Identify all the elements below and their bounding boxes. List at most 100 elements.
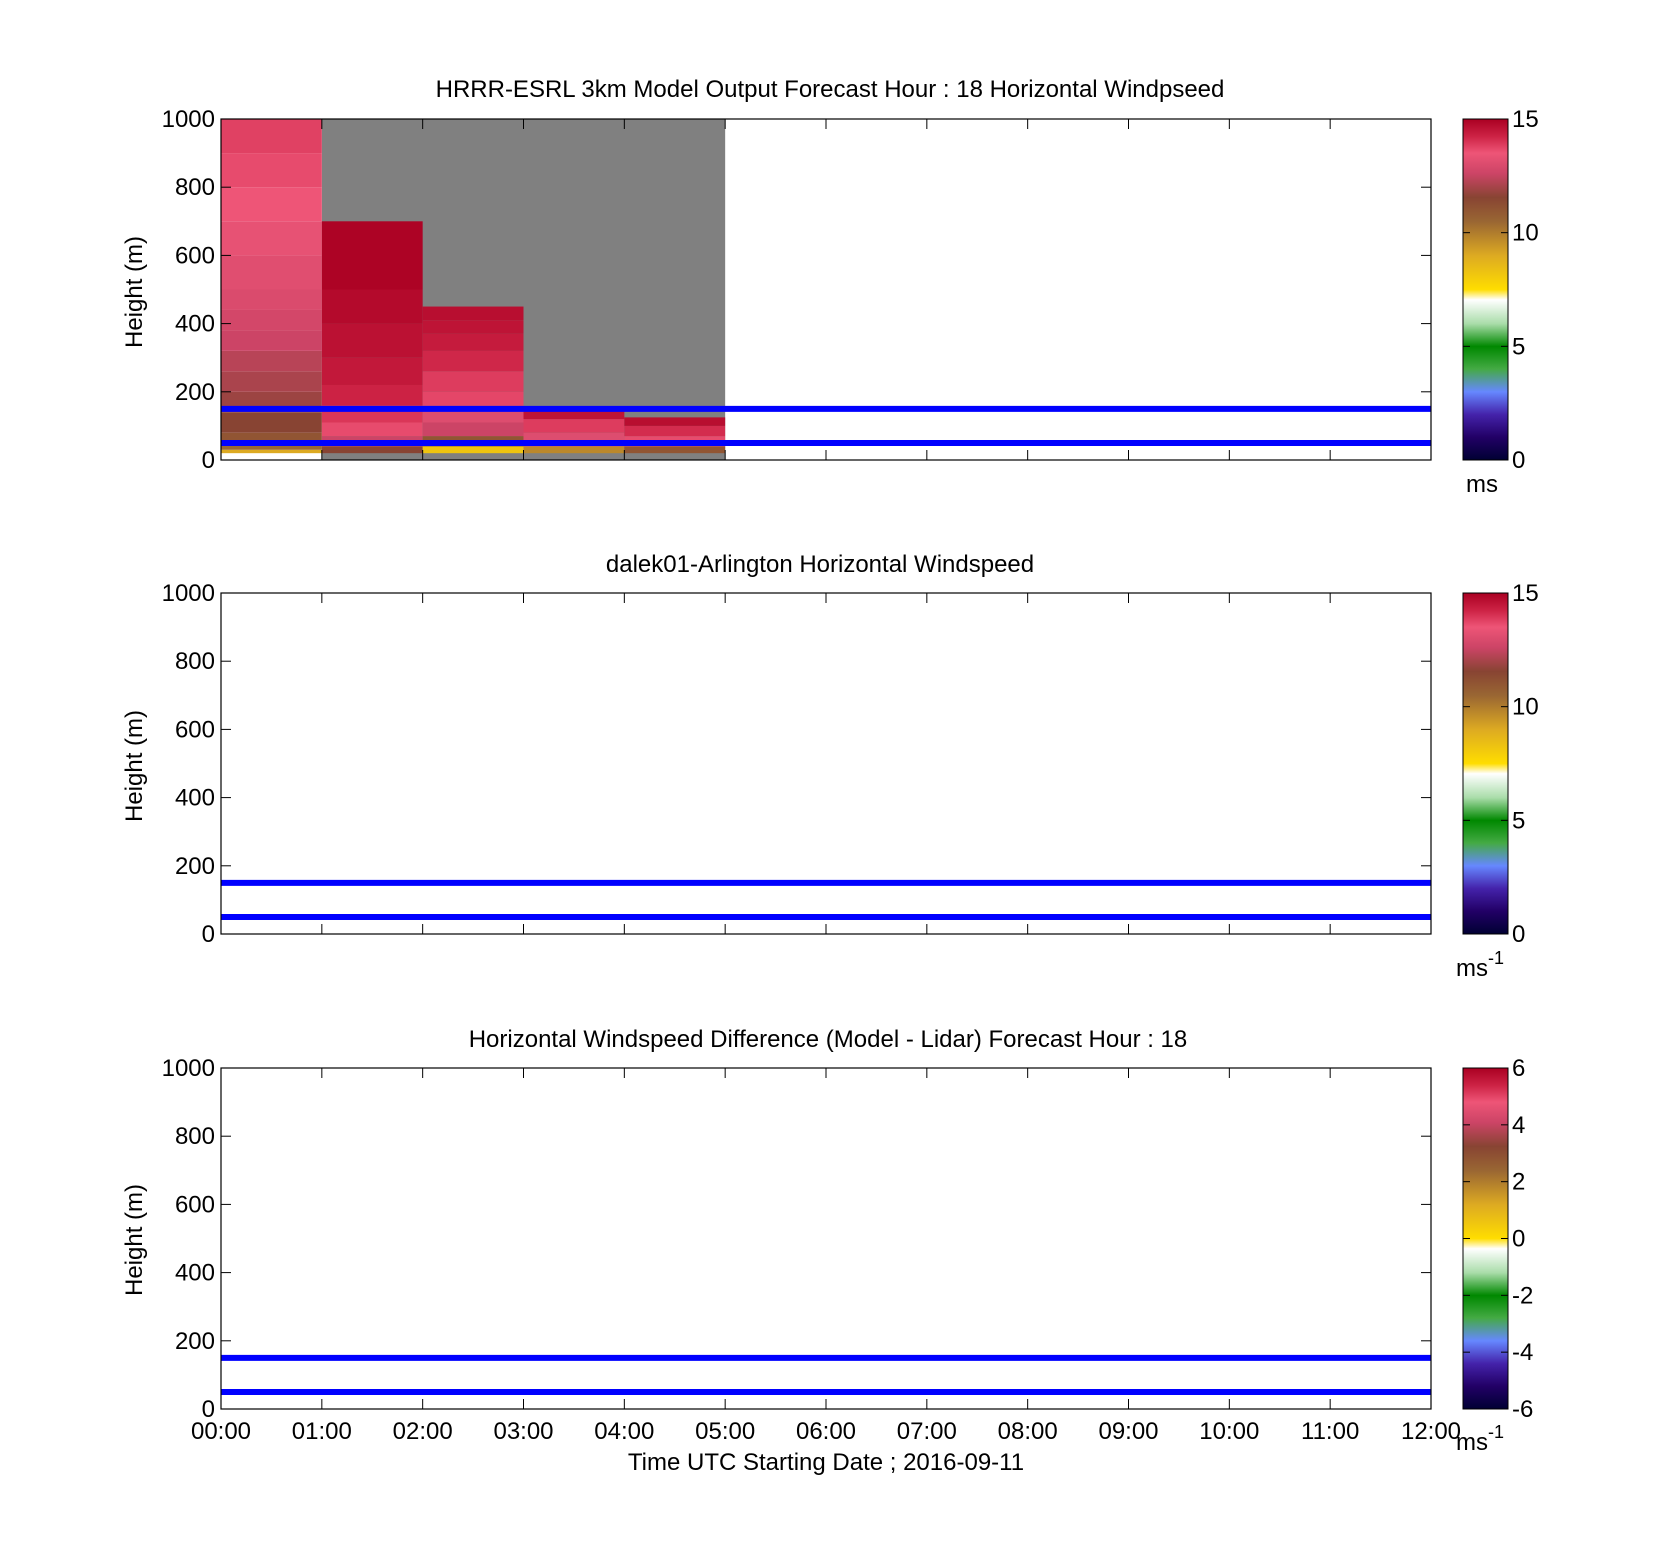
reference-lines	[221, 879, 1431, 920]
y-tick-label: 400	[175, 785, 215, 812]
y-tick-label: 400	[175, 1260, 215, 1287]
heatmap-cell	[422, 371, 524, 392]
colorbar-tick-label: 5	[1512, 333, 1525, 360]
colorbar-ticks: 0 5 10 15	[1463, 580, 1539, 948]
colorbar-tick-label: 5	[1512, 807, 1525, 834]
x-tick-label: 10:00	[1199, 1418, 1259, 1445]
y-tick-label: 400	[175, 311, 215, 338]
colorbar-unit: ms-1	[1456, 1422, 1504, 1456]
panel-difference: Horizontal Windspeed Difference (Model -…	[121, 1026, 1533, 1456]
colorbar-tick-label: 2	[1512, 1169, 1525, 1196]
heatmap-cell	[321, 384, 423, 406]
axis-ticks: 0 200 400 600 800 1000	[162, 1055, 1432, 1423]
x-tick-label: 00:00	[191, 1418, 251, 1445]
heatmap-cell	[523, 408, 625, 420]
y-tick-label: 600	[175, 1191, 215, 1218]
y-axis-label: Height (m)	[121, 236, 148, 348]
y-tick-label: 1000	[162, 106, 215, 133]
y-tick-label: 800	[175, 174, 215, 201]
panel-title: Horizontal Windspeed Difference (Model -…	[469, 1026, 1188, 1053]
panel-title: dalek01-Arlington Horizontal Windspeed	[606, 551, 1034, 578]
heatmap-cell	[221, 221, 322, 256]
heatmap-cell	[422, 422, 524, 437]
heatmap-cell	[321, 289, 423, 324]
colorbar: 0 5 10 15 ms	[1462, 106, 1539, 498]
colorbar-unit: ms-1	[1456, 948, 1504, 982]
axis-ticks: 0 200 400 600 800 1000	[162, 580, 1432, 948]
colorbar-unit: ms	[1466, 471, 1498, 498]
heatmap-cell	[221, 449, 322, 454]
heatmap-cell	[221, 330, 322, 351]
heatmap-cell	[523, 419, 625, 433]
panel-lidar: dalek01-Arlington Horizontal Windspeed H…	[121, 551, 1539, 982]
heatmap-cell	[221, 350, 322, 372]
y-tick-label: 800	[175, 648, 215, 675]
y-tick-label: 0	[202, 1396, 215, 1423]
heatmap-cell	[221, 153, 322, 188]
colorbar-tick-label: 0	[1512, 447, 1525, 474]
heatmap-cell	[624, 425, 726, 437]
colorbar-gradient	[1462, 118, 1509, 461]
heatmap-cell	[221, 442, 322, 450]
colorbar-tick-label: -4	[1512, 1339, 1533, 1366]
heatmap-cell	[221, 371, 322, 392]
x-tick-label: 06:00	[796, 1418, 856, 1445]
heatmap-cell	[321, 422, 423, 437]
heatmap-cell	[422, 350, 524, 372]
colorbar-tick-label: 15	[1512, 106, 1539, 133]
heatmap-cell	[624, 446, 726, 454]
heatmap-cell	[221, 309, 322, 331]
heatmap-cell	[221, 432, 322, 443]
colorbar-tick-label: 0	[1512, 1226, 1525, 1253]
heatmap-cell	[221, 119, 322, 154]
panel-title: HRRR-ESRL 3km Model Output Forecast Hour…	[436, 76, 1225, 103]
colorbar-tick-label: 0	[1512, 921, 1525, 948]
heatmap-cell	[221, 255, 322, 290]
colorbar-tick-label: -6	[1512, 1396, 1533, 1423]
x-tick-label: 01:00	[292, 1418, 352, 1445]
panel-model: HRRR-ESRL 3km Model Output Forecast Hour…	[121, 76, 1539, 498]
heatmap-cell	[321, 323, 423, 358]
heatmap-cell	[422, 333, 524, 351]
heatmap-cell	[422, 306, 524, 321]
heatmap-cell	[321, 221, 423, 290]
heatmap-cell	[422, 320, 524, 334]
colorbar-tick-label: 15	[1512, 580, 1539, 607]
y-tick-label: 800	[175, 1123, 215, 1150]
x-tick-label: 12:00	[1401, 1418, 1461, 1445]
heatmap-cell	[523, 446, 625, 454]
x-tick-label: 07:00	[897, 1418, 957, 1445]
colorbar: -6 -4 -2 0 2 4 6 ms-1	[1456, 1055, 1533, 1456]
x-tick-label: 03:00	[493, 1418, 553, 1445]
heatmap-cell	[221, 187, 322, 222]
heatmap-cell	[422, 446, 524, 454]
heatmap-cell	[221, 289, 322, 310]
y-tick-label: 200	[175, 379, 215, 406]
y-tick-label: 200	[175, 853, 215, 880]
y-axis-label: Height (m)	[121, 1184, 148, 1296]
plot-cells	[221, 119, 726, 460]
x-tick-label: 02:00	[393, 1418, 453, 1445]
heatmap-cell	[321, 357, 423, 385]
colorbar-tick-label: 4	[1512, 1112, 1525, 1139]
x-tick-label: 11:00	[1301, 1418, 1359, 1445]
heatmap-cell	[321, 446, 423, 454]
x-tick-label: 09:00	[1098, 1418, 1158, 1445]
colorbar-tick-label: -2	[1512, 1282, 1533, 1309]
heatmap-cell	[624, 417, 726, 426]
colorbar-ticks: -6 -4 -2 0 2 4 6	[1463, 1055, 1533, 1423]
x-tick-labels: 00:00 01:00 02:00 03:00 04:00 05:00 06:00 07:00…	[191, 1418, 1461, 1445]
colorbar: 0 5 10 15 ms-1	[1456, 580, 1539, 982]
y-tick-label: 1000	[162, 580, 215, 607]
heatmap-cell	[422, 391, 524, 406]
y-tick-label: 0	[202, 447, 215, 474]
y-tick-label: 600	[175, 242, 215, 269]
y-tick-label: 1000	[162, 1055, 215, 1082]
colorbar-gradient	[1462, 592, 1509, 935]
y-tick-label: 600	[175, 716, 215, 743]
colorbar-ticks: 0 5 10 15	[1463, 106, 1539, 474]
colorbar-tick-label: 6	[1512, 1055, 1525, 1082]
heatmap-cell	[221, 412, 322, 433]
x-axis-label: Time UTC Starting Date ; 2016-09-11	[628, 1449, 1024, 1476]
